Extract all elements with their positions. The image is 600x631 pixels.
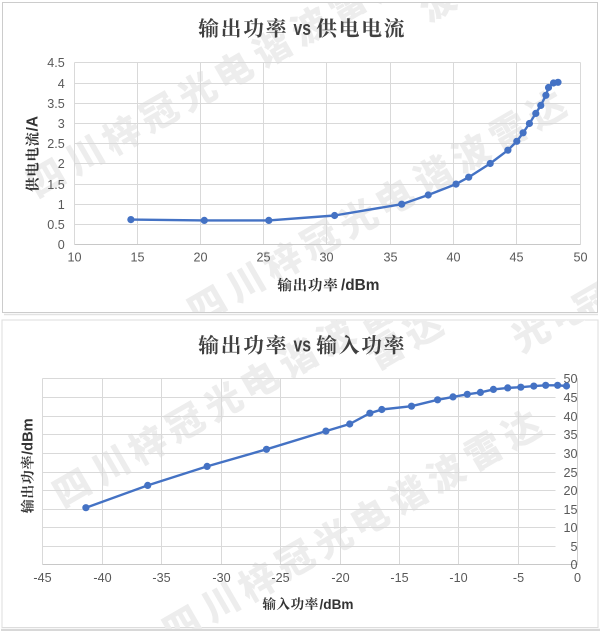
svg-text:4.5: 4.5 — [47, 56, 65, 70]
svg-text:0.5: 0.5 — [47, 218, 65, 232]
svg-text:/dBm: /dBm — [320, 597, 354, 612]
svg-text:20: 20 — [563, 484, 577, 498]
svg-text:0: 0 — [574, 571, 581, 585]
svg-text:vs: vs — [294, 335, 312, 357]
svg-text:35: 35 — [563, 428, 577, 442]
svg-text:2: 2 — [58, 157, 65, 171]
svg-text:30: 30 — [319, 251, 333, 265]
svg-text:10: 10 — [563, 521, 577, 535]
svg-text:1: 1 — [58, 198, 65, 212]
svg-text:-40: -40 — [93, 571, 111, 585]
svg-text:-45: -45 — [33, 571, 51, 585]
svg-text:-20: -20 — [331, 571, 349, 585]
svg-text:50: 50 — [573, 251, 587, 265]
svg-text:0: 0 — [570, 558, 577, 572]
svg-text:/dBm: /dBm — [21, 418, 37, 455]
svg-text:/dBm: /dBm — [341, 277, 379, 294]
svg-text:25: 25 — [563, 466, 577, 480]
svg-text:40: 40 — [446, 251, 460, 265]
svg-text:10: 10 — [67, 251, 81, 265]
svg-text:45: 45 — [509, 251, 523, 265]
svg-text:20: 20 — [193, 251, 207, 265]
svg-text:-35: -35 — [152, 571, 170, 585]
svg-text:2.5: 2.5 — [47, 137, 65, 151]
svg-text:-25: -25 — [271, 571, 289, 585]
svg-text:40: 40 — [563, 410, 577, 424]
svg-text:15: 15 — [563, 503, 577, 517]
svg-text:/A: /A — [25, 116, 42, 132]
svg-text:4: 4 — [58, 77, 65, 91]
svg-text:30: 30 — [563, 447, 577, 461]
svg-text:3.5: 3.5 — [47, 97, 65, 111]
svg-text:3: 3 — [58, 117, 65, 131]
svg-text:25: 25 — [256, 251, 270, 265]
svg-text:5: 5 — [570, 540, 577, 554]
svg-text:45: 45 — [563, 391, 577, 405]
svg-text:1.5: 1.5 — [47, 178, 65, 192]
svg-text:-15: -15 — [390, 571, 408, 585]
svg-text:-5: -5 — [513, 571, 524, 585]
svg-text:vs: vs — [294, 18, 312, 40]
svg-text:15: 15 — [130, 251, 144, 265]
svg-text:35: 35 — [383, 251, 397, 265]
svg-text:-30: -30 — [212, 571, 230, 585]
svg-text:0: 0 — [58, 238, 65, 252]
svg-text:-10: -10 — [449, 571, 467, 585]
